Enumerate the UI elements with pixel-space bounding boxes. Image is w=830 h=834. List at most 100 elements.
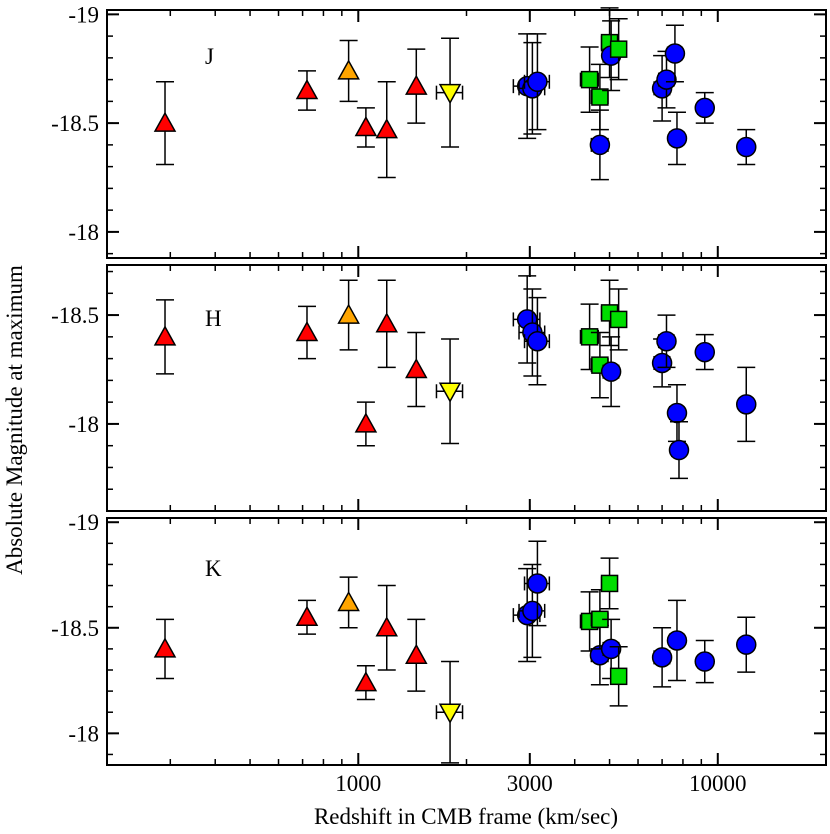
x-tick-label: 10000 bbox=[689, 771, 747, 796]
data-point bbox=[694, 333, 716, 371]
x-axis-label: Redshift in CMB frame (km/sec) bbox=[314, 804, 618, 829]
panel-frame bbox=[106, 9, 827, 259]
marker-circle bbox=[694, 341, 716, 363]
data-point bbox=[295, 70, 319, 111]
data-point bbox=[375, 584, 399, 671]
y-tick-label: -18.5 bbox=[51, 616, 99, 641]
marker-triangle-up bbox=[405, 357, 428, 379]
data-point bbox=[405, 331, 428, 408]
data-point bbox=[295, 599, 319, 635]
data-point bbox=[523, 296, 551, 386]
data-point bbox=[694, 91, 716, 124]
data-point bbox=[666, 599, 688, 682]
marker-circle bbox=[735, 394, 757, 415]
marker-triangle-up bbox=[354, 412, 378, 433]
data-point bbox=[735, 128, 757, 166]
data-point bbox=[337, 279, 360, 351]
panel-h: -18.5 -18 H bbox=[51, 264, 827, 512]
marker-circle bbox=[735, 634, 757, 655]
data-point bbox=[600, 7, 619, 79]
marker-circle bbox=[694, 651, 716, 672]
marker-circle bbox=[527, 71, 548, 93]
marker-circle bbox=[666, 630, 688, 651]
marker-triangle-up bbox=[375, 312, 399, 333]
data-point bbox=[651, 627, 673, 688]
band-label: H bbox=[205, 306, 222, 331]
marker-circle bbox=[666, 128, 688, 149]
marker-triangle-down bbox=[438, 703, 462, 724]
marker-triangle-up bbox=[153, 325, 177, 346]
data-point bbox=[375, 279, 399, 369]
y-tick-label: -18 bbox=[68, 721, 99, 746]
data-point bbox=[523, 540, 551, 627]
data-point bbox=[666, 111, 688, 166]
data-point bbox=[666, 383, 688, 443]
marker-square bbox=[609, 310, 628, 329]
data-point bbox=[523, 33, 551, 131]
y-tick-label: -19 bbox=[68, 2, 99, 27]
x-tick-label: 1000 bbox=[335, 771, 381, 796]
data-point bbox=[435, 338, 464, 445]
marker-triangle-down bbox=[438, 382, 462, 403]
panel-frame bbox=[106, 264, 827, 512]
marker-square bbox=[580, 328, 599, 346]
marker-circle bbox=[589, 134, 611, 156]
marker-circle bbox=[694, 97, 716, 119]
band-label: K bbox=[205, 556, 222, 581]
y-tick-label: -18.5 bbox=[51, 111, 99, 136]
marker-triangle-up bbox=[295, 320, 319, 342]
marker-circle bbox=[664, 43, 686, 64]
marker-circle bbox=[651, 352, 673, 374]
marker-circle bbox=[600, 638, 622, 660]
y-tick-label: -19 bbox=[68, 510, 99, 535]
panel-j: -19 -18.5 -18 J bbox=[51, 2, 827, 259]
data-point bbox=[405, 618, 428, 692]
marker-triangle-up bbox=[405, 643, 428, 664]
y-tick-label: -18 bbox=[68, 412, 99, 437]
marker-triangle-up bbox=[337, 59, 360, 80]
marker-triangle-up bbox=[405, 74, 428, 95]
marker-circle bbox=[522, 600, 543, 622]
marker-triangle-up bbox=[375, 118, 399, 139]
data-point bbox=[579, 46, 599, 113]
data-point bbox=[375, 81, 399, 179]
data-point bbox=[435, 660, 464, 764]
data-point bbox=[589, 109, 611, 181]
data-point bbox=[435, 37, 464, 148]
panel-k: -19 -18.5 -18 K bbox=[51, 510, 827, 766]
data-point bbox=[609, 288, 628, 351]
marker-circle bbox=[527, 573, 548, 594]
marker-square bbox=[580, 70, 599, 89]
marker-circle bbox=[656, 330, 677, 352]
marker-square bbox=[609, 40, 628, 58]
data-point bbox=[609, 646, 628, 707]
marker-triangle-up bbox=[153, 111, 177, 132]
marker-triangle-up bbox=[153, 637, 177, 658]
data-point bbox=[354, 665, 378, 701]
marker-triangle-up bbox=[375, 616, 399, 637]
data-point bbox=[153, 299, 177, 375]
data-point bbox=[609, 17, 628, 81]
data-point bbox=[735, 366, 757, 443]
marker-triangle-up bbox=[295, 605, 319, 626]
data-point bbox=[664, 24, 686, 83]
data-point bbox=[656, 314, 677, 369]
marker-square bbox=[600, 574, 619, 593]
marker-square bbox=[591, 88, 609, 106]
data-point bbox=[668, 420, 690, 480]
data-point bbox=[600, 557, 619, 610]
marker-circle bbox=[668, 439, 690, 461]
marker-circle bbox=[600, 361, 622, 382]
marker-triangle-up bbox=[337, 303, 360, 324]
data-point bbox=[735, 616, 757, 673]
band-label: J bbox=[205, 44, 214, 69]
data-point bbox=[354, 401, 378, 447]
marker-triangle-up bbox=[354, 115, 378, 137]
x-tick-label: 3000 bbox=[507, 771, 553, 796]
marker-circle bbox=[527, 330, 548, 352]
marker-triangle-up bbox=[354, 671, 378, 692]
marker-triangle-up bbox=[295, 78, 319, 100]
y-tick-label: -18 bbox=[68, 220, 99, 245]
marker-circle bbox=[651, 647, 673, 668]
